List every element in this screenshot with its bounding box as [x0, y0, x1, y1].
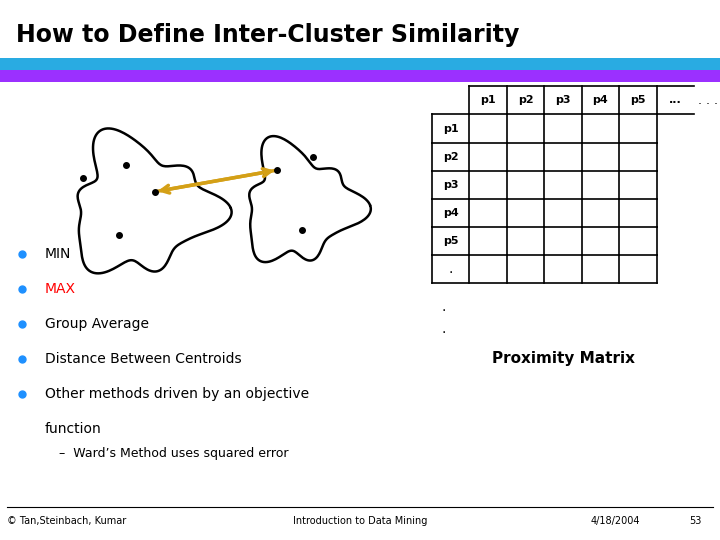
Text: 53: 53 — [690, 516, 702, 526]
Text: MAX: MAX — [45, 282, 76, 296]
Text: .: . — [449, 262, 453, 276]
Text: p2: p2 — [443, 152, 459, 161]
Bar — [0, 70, 720, 82]
Text: p4: p4 — [443, 208, 459, 218]
Text: p4: p4 — [593, 96, 608, 105]
Text: p5: p5 — [630, 96, 646, 105]
Text: ...: ... — [669, 96, 682, 105]
Text: . . .: . . . — [698, 94, 718, 107]
Text: p2: p2 — [518, 96, 534, 105]
Text: .: . — [441, 322, 446, 336]
Text: MIN: MIN — [45, 247, 71, 261]
Text: Proximity Matrix: Proximity Matrix — [492, 351, 634, 366]
Text: 4/18/2004: 4/18/2004 — [590, 516, 640, 526]
Text: function: function — [45, 422, 102, 436]
Text: Distance Between Centroids: Distance Between Centroids — [45, 352, 241, 366]
Bar — [0, 58, 720, 70]
Text: Group Average: Group Average — [45, 317, 148, 331]
Text: p5: p5 — [443, 236, 459, 246]
Text: Introduction to Data Mining: Introduction to Data Mining — [293, 516, 427, 526]
Text: p3: p3 — [443, 180, 459, 190]
Text: p1: p1 — [480, 96, 496, 105]
Text: –  Ward’s Method uses squared error: – Ward’s Method uses squared error — [59, 447, 289, 461]
Text: How to Define Inter-Cluster Similarity: How to Define Inter-Cluster Similarity — [16, 23, 519, 46]
Text: p1: p1 — [443, 124, 459, 133]
Text: .: . — [441, 300, 446, 314]
Text: Other methods driven by an objective: Other methods driven by an objective — [45, 387, 309, 401]
Text: p3: p3 — [555, 96, 571, 105]
Text: © Tan,Steinbach, Kumar: © Tan,Steinbach, Kumar — [7, 516, 127, 526]
